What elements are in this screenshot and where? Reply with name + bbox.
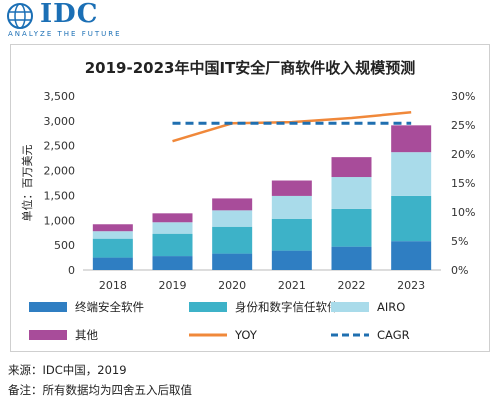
- bar-segment: [271, 180, 312, 196]
- bar-segment: [92, 231, 133, 239]
- bar-segment: [212, 226, 253, 254]
- legend-label: 其他: [75, 328, 98, 342]
- x-tick-label: 2022: [338, 279, 366, 292]
- legend-swatch: [29, 302, 67, 312]
- bar-segment: [331, 157, 372, 178]
- x-tick-label: 2023: [397, 279, 425, 292]
- legend-swatch: [331, 302, 369, 312]
- bar-segment: [212, 198, 253, 211]
- bar-segment: [152, 213, 193, 223]
- y-tick-label: 1,000: [44, 214, 76, 227]
- bar-segment: [212, 210, 253, 227]
- legend-swatch: [189, 302, 227, 312]
- y2-tick-label: 10%: [451, 206, 475, 219]
- y-axis-label: 单位：百万美元: [20, 145, 34, 222]
- y-tick-label: 2,000: [44, 165, 76, 178]
- x-tick-label: 2020: [218, 279, 246, 292]
- notes-block: 来源：IDC中国，2019 备注：所有数据均为四舍五入后取值: [6, 352, 494, 406]
- chart-title: 2019-2023年中国IT安全厂商软件收入规模预测: [85, 59, 416, 77]
- y-tick-label: 2,500: [44, 140, 76, 153]
- y-tick-label: 500: [54, 239, 75, 252]
- legend-label: YOY: [234, 328, 258, 342]
- y2-tick-label: 5%: [451, 235, 468, 248]
- bar-segment: [391, 125, 432, 153]
- bar-segment: [271, 250, 312, 270]
- bar-segment: [92, 224, 133, 232]
- bar-segment: [331, 177, 372, 209]
- bar-segment: [391, 152, 432, 196]
- bar-segment: [152, 233, 193, 257]
- y2-tick-label: 15%: [451, 177, 475, 190]
- bar-segment: [271, 195, 312, 219]
- bar-segment: [331, 208, 372, 247]
- legend-label: AIRO: [377, 300, 405, 314]
- y2-tick-label: 0%: [451, 264, 468, 277]
- bar-segment: [271, 218, 312, 251]
- y2-tick-label: 30%: [451, 90, 475, 103]
- globe-icon: [7, 3, 33, 29]
- yoy-line: [172, 110, 412, 143]
- bar-segment: [212, 253, 253, 270]
- bar-segment: [391, 241, 432, 270]
- remark-note: 备注：所有数据均为四舍五入后取值: [8, 383, 192, 397]
- x-tick-label: 2021: [278, 279, 306, 292]
- bar-segment: [391, 195, 432, 242]
- y2-tick-label: 25%: [451, 119, 475, 132]
- logo-wordmark: IDC: [40, 0, 99, 29]
- legend-label: CAGR: [377, 328, 410, 342]
- y-tick-label: 0: [68, 264, 75, 277]
- source-note: 来源：IDC中国，2019: [8, 363, 127, 377]
- y-tick-label: 3,500: [44, 90, 76, 103]
- bar-segment: [92, 238, 133, 258]
- bar-segment: [152, 256, 193, 270]
- legend-label: 身份和数字信任软件: [235, 300, 339, 314]
- y-tick-label: 1,500: [44, 189, 76, 202]
- x-tick-label: 2019: [159, 279, 187, 292]
- legend-swatch: [29, 330, 67, 340]
- y-tick-label: 3,000: [44, 115, 76, 128]
- y2-tick-label: 20%: [451, 148, 475, 161]
- bar-segment: [92, 257, 133, 270]
- bar-segment: [152, 222, 193, 234]
- chart-panel: 2019-2023年中国IT安全厂商软件收入规模预测单位：百万美元 0 500 1,0…: [10, 44, 490, 352]
- bar-segment: [331, 246, 372, 270]
- idc-logo: IDC ANALYZE THE FUTURE: [6, 0, 136, 38]
- x-tick-label: 2018: [99, 279, 127, 292]
- legend-label: 终端安全软件: [75, 300, 144, 314]
- logo-tagline: ANALYZE THE FUTURE: [8, 30, 122, 38]
